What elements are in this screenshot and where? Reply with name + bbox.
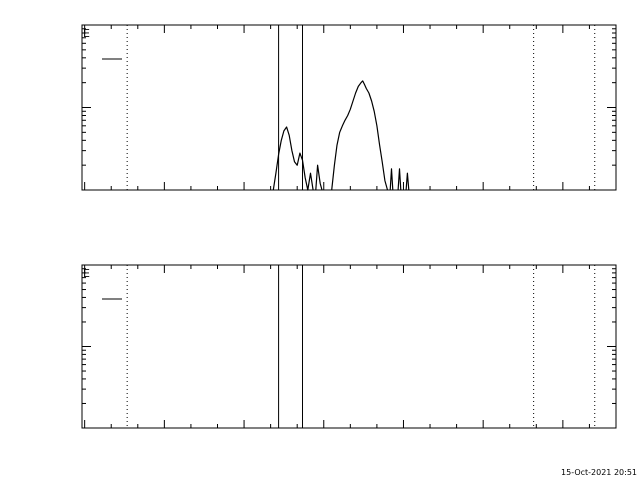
edge-event-label: E bbox=[83, 27, 90, 40]
hi-channel-panel: E bbox=[81, 264, 617, 429]
data-series-line bbox=[272, 80, 410, 191]
lo-channel-panel: E bbox=[81, 24, 617, 191]
plot-frame bbox=[81, 24, 617, 191]
plot-frame bbox=[81, 264, 617, 429]
footer-timestamp: 15-Oct-2021 20:51 bbox=[561, 468, 637, 477]
edge-event-label: E bbox=[83, 267, 90, 280]
